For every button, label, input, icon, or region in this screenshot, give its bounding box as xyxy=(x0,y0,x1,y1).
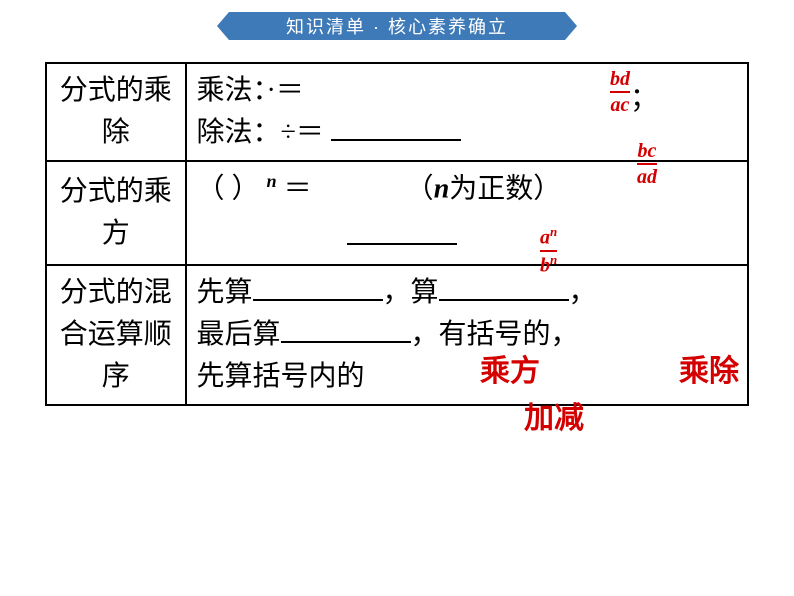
row3-line2: 最后算，有括号的， xyxy=(197,314,737,356)
row3-line3: 先算括号内的 xyxy=(197,356,737,398)
frac3-num: an xyxy=(540,225,557,249)
answer-frac-bd-ac: bd ac xyxy=(610,68,630,116)
row3-t4: 最后算 xyxy=(197,319,281,350)
answer-frac-an-bn: an bn xyxy=(540,225,557,276)
row2-tail-text: 为正数） xyxy=(449,173,561,204)
row3-t3: ， xyxy=(569,277,597,308)
banner-text: 知识清单 · 核心素养确立 xyxy=(286,13,508,39)
blank-line xyxy=(253,299,383,301)
blank-line xyxy=(331,139,461,141)
row1-label: 分式的乘除 xyxy=(46,63,186,161)
fraction-bar xyxy=(610,91,630,93)
row3-t2: ，算 xyxy=(383,277,439,308)
frac1-num: bd xyxy=(610,68,630,90)
frac3-den: bn xyxy=(540,253,557,277)
semicolon: ； xyxy=(630,76,658,116)
table-row: 分式的混合运算顺序 先算 ，算 ， 最后算，有括号的， 先算括号内的 xyxy=(46,265,748,405)
row2-content: （ ） n ＝ （n为正数） xyxy=(186,161,748,265)
row1-mult-prefix: 乘法：·＝ xyxy=(197,75,304,106)
row3-content: 先算 ，算 ， 最后算，有括号的， 先算括号内的 xyxy=(186,265,748,405)
blank-line xyxy=(347,243,457,245)
row2-tail-open: （ xyxy=(406,173,434,204)
frac2-num: bc xyxy=(638,140,657,162)
row1-content: 乘法：·＝ 除法：÷＝ xyxy=(186,63,748,161)
answer-jiajian: 加减 xyxy=(524,393,584,437)
answer-chengchu: 乘除 xyxy=(679,346,739,390)
row2-label: 分式的乘方 xyxy=(46,161,186,265)
answer-frac-bc-ad: bc ad xyxy=(637,140,657,188)
fraction-bar xyxy=(637,163,657,165)
row3-t1: 先算 xyxy=(197,277,253,308)
frac1-den: ac xyxy=(611,94,630,116)
row1-div-prefix: 除法：÷＝ xyxy=(197,117,324,148)
row2-exp-n: n xyxy=(267,171,277,191)
row3-line1: 先算 ，算 ， xyxy=(197,272,737,314)
blank-line xyxy=(439,299,569,301)
frac2-den: ad xyxy=(637,166,657,188)
row3-t6: 先算括号内的 xyxy=(197,361,365,392)
row2-tail-n: n xyxy=(434,173,450,204)
blank-line xyxy=(281,341,411,343)
row2-paren: （ ） xyxy=(197,173,260,204)
row2-eq: ＝ xyxy=(284,173,312,204)
row3-label: 分式的混合运算顺序 xyxy=(46,265,186,405)
header-banner: 知识清单 · 核心素养确立 xyxy=(217,12,577,40)
answer-chengfang: 乘方 xyxy=(480,346,540,390)
